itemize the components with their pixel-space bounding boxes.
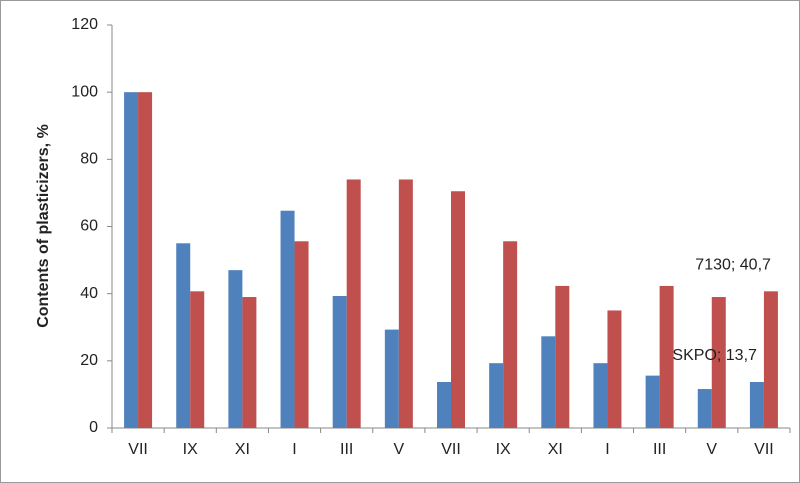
bar [294,241,309,428]
bar [749,381,764,428]
bar [280,210,295,428]
y-tick-label: 120 [71,16,98,33]
bar [763,291,778,428]
x-tick-label: I [292,441,296,458]
y-tick-label: 80 [80,151,98,168]
bar [451,191,465,428]
bar [384,329,399,428]
bar [593,363,608,428]
y-tick-label: 0 [89,419,98,436]
x-tick-label: V [706,441,717,458]
x-tick-label: VII [128,441,148,458]
x-tick-label: XI [548,441,563,458]
x-tick-label: I [605,441,609,458]
x-tick-label: VII [754,441,774,458]
y-tick-label: 40 [80,285,98,302]
x-tick-label: IX [496,441,511,458]
bar [541,336,556,428]
bar [555,285,570,428]
bar [176,243,191,428]
y-tick-label: 60 [80,218,98,235]
bar [697,389,712,428]
bar [711,297,726,428]
data-label: 7130; 40,7 [695,257,771,274]
bar [398,179,413,428]
y-axis-title: Contents of plasticizers, % [35,124,52,328]
bar [190,291,205,428]
y-tick-label: 20 [80,352,98,369]
bar [489,363,504,428]
data-label: SKPO; 13,7 [672,347,757,364]
x-tick-label: XI [235,441,250,458]
bar [124,92,139,429]
x-tick-label: IX [183,441,198,458]
bar [659,285,674,428]
x-tick-label: III [340,441,353,458]
bar [228,270,243,428]
bar [437,381,451,428]
bar [242,297,257,428]
bar [346,179,361,428]
bar [607,310,622,428]
y-tick-label: 100 [71,83,98,100]
bar [645,375,660,428]
x-tick-label: VII [441,441,461,458]
bar [138,92,153,429]
bar [503,241,518,428]
x-tick-label: V [394,441,405,458]
bar [332,296,347,428]
x-tick-label: III [653,441,666,458]
